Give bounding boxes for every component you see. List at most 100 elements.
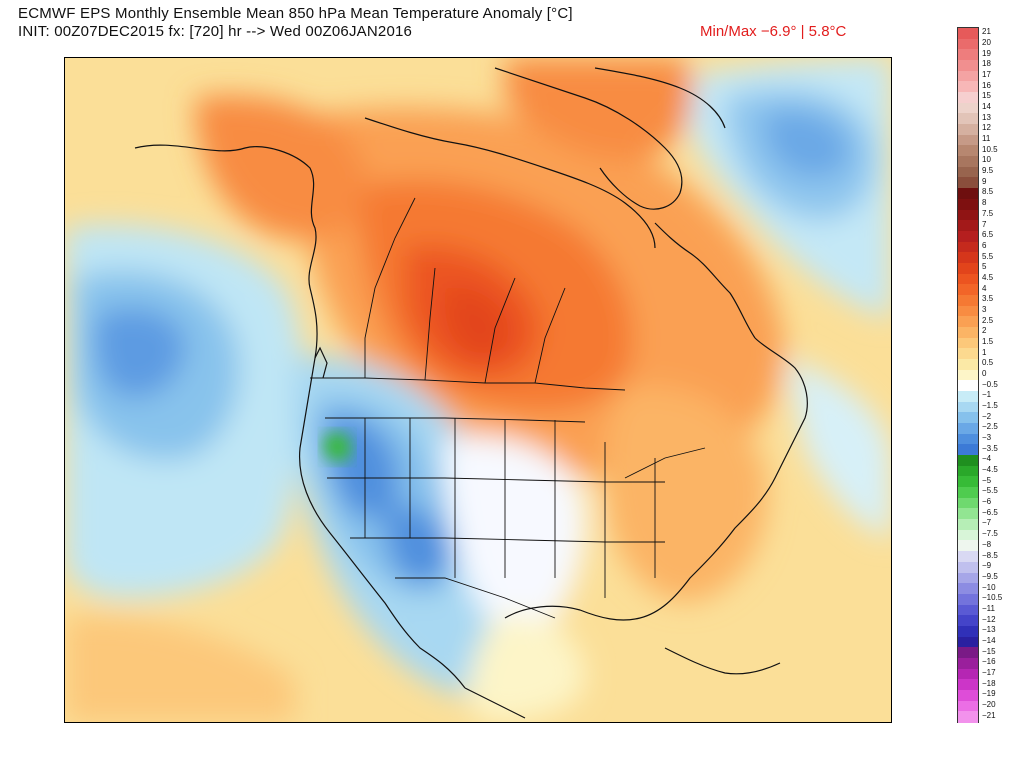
coastlines — [134, 67, 808, 719]
color-scale-cell — [958, 134, 978, 147]
color-scale-cell — [958, 241, 978, 253]
color-scale-cell — [958, 230, 978, 243]
color-scale-label: −12 — [982, 614, 996, 624]
color-scale-label: 4 — [982, 283, 987, 293]
color-scale-cell — [958, 262, 978, 275]
color-scale-cell — [958, 166, 978, 179]
color-scale-label: 8.5 — [982, 187, 994, 197]
color-scale-label: −4.5 — [982, 465, 998, 475]
color-scale-label: −6.5 — [982, 507, 998, 517]
color-scale-label: −8 — [982, 539, 992, 549]
color-scale-label: 9.5 — [982, 166, 994, 176]
color-scale-cell — [958, 508, 978, 520]
color-scale-cell — [958, 647, 978, 659]
color-scale-label: −0.5 — [982, 379, 998, 389]
color-scale-cell — [958, 145, 978, 157]
color-scale-cell — [958, 540, 978, 552]
color-scale-cell — [958, 348, 978, 360]
color-scale-cell — [958, 273, 978, 285]
color-scale-label: 8 — [982, 198, 987, 208]
political-borders — [310, 197, 706, 619]
color-scale-cell — [958, 615, 978, 627]
color-scale-cell — [958, 294, 978, 307]
color-scale-cell — [958, 102, 978, 114]
color-scale-label: −9.5 — [982, 571, 998, 581]
color-scale-cell — [958, 113, 978, 125]
color-scale-label: 19 — [982, 48, 991, 58]
min-max-readout: Min/Max −6.9° | 5.8°C — [700, 23, 847, 40]
color-scale-cell — [958, 689, 978, 702]
color-scale-cell — [958, 711, 978, 723]
color-scale-cell — [958, 284, 978, 296]
color-scale-cell — [958, 465, 978, 478]
color-scale-label: 5 — [982, 262, 987, 272]
color-scale-cell — [958, 188, 978, 200]
color-scale-cell — [958, 593, 978, 606]
color-scale-label: −1.5 — [982, 401, 998, 411]
color-scale-label: 1.5 — [982, 336, 994, 346]
color-scale-cell — [958, 81, 978, 93]
color-scale-label: 7 — [982, 219, 987, 229]
anomaly-map — [64, 57, 892, 723]
color-scale-label: −11 — [982, 603, 995, 613]
color-scale-label: −7.5 — [982, 529, 998, 539]
color-scale-cell — [958, 305, 978, 317]
color-scale-label: −16 — [982, 657, 996, 667]
color-scale-cell — [958, 326, 978, 339]
color-scale-label: 0.5 — [982, 358, 994, 368]
color-scale-label: 1 — [982, 347, 987, 357]
color-scale-label: 12 — [982, 123, 991, 133]
color-scale-label: −3.5 — [982, 443, 998, 453]
color-scale-cell — [958, 679, 978, 691]
color-scale-label: −9 — [982, 561, 992, 571]
color-scale-cell — [958, 38, 978, 50]
color-scale-label: 17 — [982, 70, 991, 80]
color-scale-cell — [958, 358, 978, 371]
color-scale-cell — [958, 209, 978, 221]
color-scale-label: −14 — [982, 635, 996, 645]
color-scale-cell — [958, 497, 978, 510]
init-forecast-line: INIT: 00Z07DEC2015 fx: [720] hr --> Wed … — [18, 23, 413, 40]
color-scale-label: 2.5 — [982, 315, 994, 325]
color-scale-label: 20 — [982, 38, 991, 47]
color-scale-label: −2.5 — [982, 422, 998, 432]
color-scale-cell — [958, 700, 978, 712]
color-scale-cell — [958, 198, 978, 211]
color-scale-cell — [958, 252, 978, 264]
anomaly-map-canvas — [65, 58, 891, 722]
color-scale-label: 14 — [982, 102, 991, 112]
color-scale-label: 13 — [982, 112, 991, 122]
color-scale-label: 18 — [982, 59, 991, 69]
color-scale-label: −7 — [982, 518, 992, 528]
color-scale-cell — [958, 401, 978, 413]
color-scale-label: 5.5 — [982, 251, 994, 261]
color-scale-label: −5.5 — [982, 486, 998, 496]
color-scale-cell — [958, 60, 978, 72]
color-scale-label: −15 — [982, 646, 996, 656]
color-scale-label: −1 — [982, 390, 992, 400]
color-scale-label: 10 — [982, 155, 991, 165]
color-scale-cell — [958, 92, 978, 104]
color-scale-label: −8.5 — [982, 550, 998, 560]
color-scale-cell — [958, 583, 978, 595]
color-scale-label: −21 — [982, 710, 996, 720]
color-scale-cell — [958, 476, 978, 488]
minimum-anomaly-patch — [323, 432, 352, 462]
color-scale-cell — [958, 412, 978, 424]
color-scale-cell — [958, 455, 978, 467]
color-scale-label: 15 — [982, 91, 991, 101]
color-scale-label: −19 — [982, 689, 996, 699]
color-scale-cell — [958, 625, 978, 638]
color-scale-label: 6 — [982, 240, 987, 250]
color-scale-label: 11 — [982, 134, 991, 144]
color-scale-cell — [958, 668, 978, 680]
anomaly-shading — [65, 58, 891, 722]
color-scale-label: 7.5 — [982, 208, 994, 218]
color-scale-cell — [958, 124, 978, 136]
color-scale-label: 16 — [982, 80, 991, 90]
color-scale-label: −6 — [982, 497, 992, 507]
color-scale-cell — [958, 177, 978, 189]
color-scale-label: 4.5 — [982, 272, 994, 282]
color-scale-label: 0 — [982, 369, 987, 378]
color-scale-cell — [958, 423, 978, 435]
